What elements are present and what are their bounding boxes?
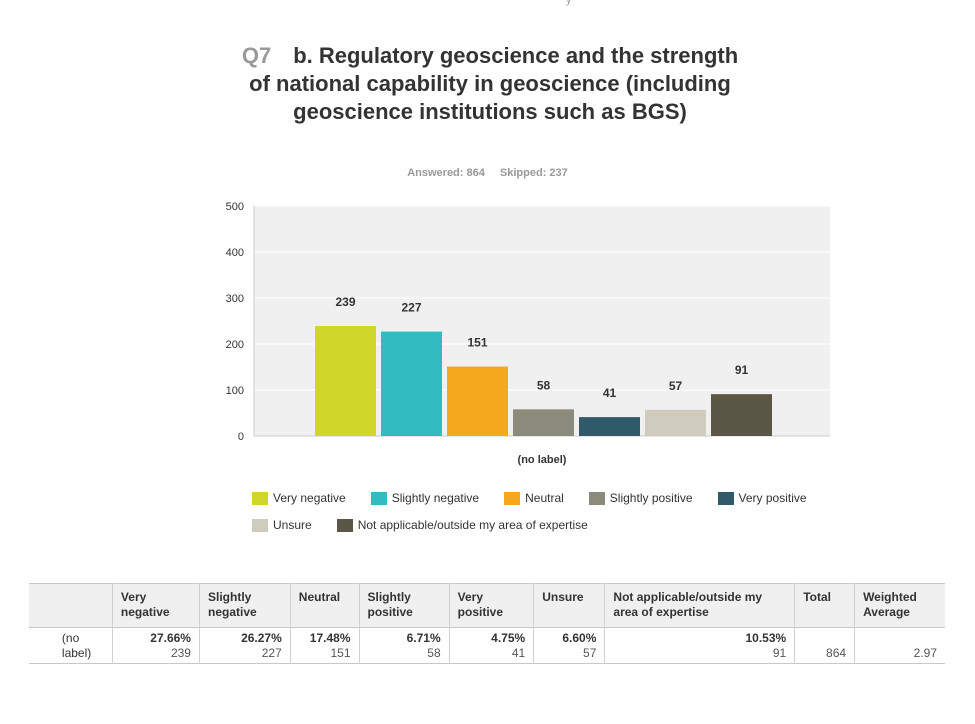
data-label: 58 — [537, 378, 551, 392]
y-tick-label: 500 — [226, 201, 244, 213]
legend-swatch — [717, 491, 734, 505]
legend-row: Very negative Slightly negative Neutral Sli… — [252, 491, 852, 505]
cell-percent: 6.60% — [562, 631, 597, 645]
table-header-cell: Total — [794, 583, 856, 628]
x-axis-label: (no label) — [518, 454, 567, 466]
total-cell: 864 — [794, 627, 856, 664]
legend-swatch — [370, 491, 387, 505]
bar-chart: 0 100 200 300 400 500 239 227 151 58 41 57 91 (no lab… — [226, 201, 830, 466]
table-header-row: Very negative Slightly negative Neutral Sli… — [29, 583, 945, 628]
legend-item: Very positive — [717, 491, 807, 505]
bar — [513, 409, 574, 436]
table-cell: 27.66% 239 — [112, 627, 200, 664]
table-header-cell: Very negative — [112, 583, 200, 628]
y-tick-label: 300 — [226, 293, 244, 305]
y-tick-label: 400 — [226, 247, 244, 259]
table-header-cell: Not applicable/outside my area of expert… — [604, 583, 796, 628]
cell-count: 41 — [511, 646, 526, 660]
cell-count: 91 — [772, 646, 787, 660]
y-tick-label: 0 — [238, 431, 244, 443]
weighted-average-cell: 2.97 — [913, 646, 937, 660]
legend-swatch — [336, 518, 353, 532]
legend-item: Neutral — [504, 491, 564, 505]
cell-count: 227 — [261, 646, 282, 660]
legend-row: Unsure Not applicable/outside my area of … — [252, 518, 852, 532]
table-header-cell: Very positive — [449, 583, 535, 628]
legend-label: Neutral — [525, 491, 564, 505]
table-header-cell: Unsure — [533, 583, 606, 628]
y-tick-label: 200 — [226, 339, 244, 351]
table-cell: 4.75% 41 — [449, 627, 535, 664]
cell-percent: 6.71% — [406, 631, 441, 645]
cell-percent: 17.48% — [309, 631, 351, 645]
table-header-cell: Slightly positive — [359, 583, 450, 628]
table-cell: 6.60% 57 — [533, 627, 606, 664]
bar — [315, 326, 376, 436]
chart-legend: Very negative Slightly negative Neutral Sli… — [252, 491, 852, 545]
data-label: 41 — [603, 386, 617, 400]
data-label: 227 — [401, 301, 421, 315]
table-cell: 26.27% 227 — [199, 627, 291, 664]
table-cell: 6.71% 58 — [359, 627, 450, 664]
top-edge-mark: y — [566, 0, 572, 6]
table-cell: 10.53% 91 — [604, 627, 796, 664]
bar — [381, 331, 442, 436]
data-label: 239 — [335, 295, 355, 309]
cell-percent: 10.53% — [745, 631, 787, 645]
bar — [645, 409, 706, 436]
legend-swatch — [504, 491, 521, 505]
table-header-cell: Neutral — [290, 583, 360, 628]
cell-count: 151 — [330, 646, 351, 660]
legend-label: Slightly positive — [609, 491, 693, 505]
summary-table: Very negative Slightly negative Neutral Sli… — [29, 583, 945, 664]
cell-percent: 26.27% — [241, 631, 282, 645]
legend-label: Very positive — [738, 491, 807, 505]
data-label: 151 — [467, 336, 487, 350]
legend-label: Unsure — [273, 518, 312, 532]
cell-percent: 27.66% — [150, 631, 191, 645]
legend-item: Not applicable/outside my area of expert… — [336, 518, 588, 532]
data-label: 91 — [735, 363, 749, 377]
data-label: 57 — [669, 379, 683, 393]
legend-label: Slightly negative — [391, 491, 480, 505]
legend-swatch — [252, 518, 268, 532]
legend-item: Unsure — [252, 518, 312, 532]
table-header-cell: Slightly negative — [199, 583, 291, 628]
response-stats: Answered: 864 Skipped: 237 — [0, 167, 975, 179]
legend-swatch — [588, 491, 605, 505]
question-title-block: Q7 b. Regulatory geoscience and the stren… — [230, 42, 750, 126]
legend-label: Not applicable/outside my area of expert… — [357, 518, 588, 532]
cell-percent: 4.75% — [491, 631, 526, 645]
y-tick-label: 100 — [226, 385, 244, 397]
bar — [447, 366, 508, 436]
table-cell: 17.48% 151 — [290, 627, 360, 664]
cell-count: 239 — [170, 646, 191, 660]
table-row: (no label) 27.66% 239 26.27% 227 17.48% 151 6.7… — [29, 627, 945, 664]
question-title: b. Regulatory geoscience and the strengt… — [249, 43, 739, 124]
legend-item: Slightly positive — [588, 491, 693, 505]
answered-count: Answered: 864 — [407, 167, 485, 179]
cell-count: 57 — [583, 646, 597, 660]
cell-count: 58 — [427, 646, 441, 660]
legend-swatch — [252, 491, 268, 505]
table-header-cell: Weighted Average — [854, 583, 945, 628]
row-label: (no label) — [29, 627, 113, 664]
bar — [579, 417, 640, 436]
question-number: Q7 — [241, 43, 272, 68]
legend-item: Slightly negative — [370, 491, 480, 505]
legend-item: Very negative — [252, 491, 346, 505]
bar — [711, 394, 772, 436]
skipped-count: Skipped: 237 — [499, 167, 568, 179]
legend-label: Very negative — [273, 491, 346, 505]
table-header-cell — [29, 583, 113, 628]
